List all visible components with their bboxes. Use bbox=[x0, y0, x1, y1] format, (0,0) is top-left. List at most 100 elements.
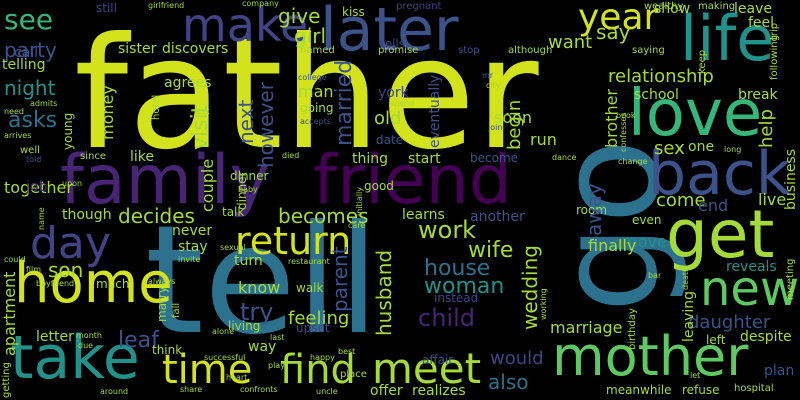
word-successful: successful bbox=[204, 353, 246, 362]
word-finally: finally bbox=[588, 236, 637, 255]
word-sex: sex bbox=[654, 138, 685, 159]
word-job: job bbox=[26, 179, 48, 195]
word-dance: dance bbox=[552, 153, 577, 162]
word-apartment: apartment bbox=[0, 271, 19, 356]
word-meanwhile: meanwhile bbox=[606, 383, 672, 397]
word-place: place bbox=[340, 369, 367, 380]
word-book: book bbox=[616, 111, 636, 120]
word-home: home bbox=[14, 251, 173, 316]
word-dinner: dinner bbox=[230, 169, 269, 183]
word-month: month bbox=[76, 331, 102, 340]
word-mother: mother bbox=[552, 325, 749, 388]
word-birthday: birthday bbox=[627, 308, 638, 350]
word-marriage: marriage bbox=[550, 318, 623, 337]
word-could: could bbox=[4, 255, 26, 264]
word-ask: ask bbox=[196, 107, 210, 116]
word-husband: husband bbox=[372, 249, 396, 336]
word-since: since bbox=[80, 151, 106, 162]
word-brother: brother bbox=[602, 88, 621, 148]
word-due: due bbox=[78, 341, 94, 350]
word-share: share bbox=[180, 385, 203, 394]
word-restaurant: restaurant bbox=[288, 257, 330, 266]
word-arrives: arrives bbox=[4, 131, 32, 140]
word-told: told bbox=[26, 155, 42, 164]
word-upset: upset bbox=[296, 321, 330, 335]
word-thing: thing bbox=[352, 151, 389, 167]
word-left: left bbox=[706, 333, 726, 347]
word-although: although bbox=[508, 45, 553, 56]
word-well: well bbox=[20, 145, 40, 156]
word-woman: woman bbox=[424, 274, 505, 299]
word-leaf: leaf bbox=[118, 328, 159, 353]
word-give: give bbox=[278, 4, 321, 28]
word-alone: alone bbox=[212, 327, 235, 336]
word-meeting: meeting bbox=[785, 258, 796, 300]
word-baby: baby bbox=[238, 185, 258, 194]
word-never: never bbox=[172, 223, 213, 239]
word-year: year bbox=[578, 0, 659, 38]
word-sexual: sexual bbox=[220, 243, 246, 252]
word-even: even bbox=[632, 213, 662, 227]
word-young: young bbox=[61, 112, 75, 150]
word-wedding: wedding bbox=[518, 245, 542, 330]
word-living: living bbox=[228, 319, 261, 333]
word-death: death bbox=[681, 266, 690, 290]
word-hospital: hospital bbox=[734, 383, 774, 394]
word-city: city bbox=[486, 81, 501, 90]
word-find: find bbox=[280, 347, 356, 393]
word-decides: decides bbox=[118, 204, 195, 228]
word-always: always bbox=[148, 277, 176, 286]
word-father: father bbox=[74, 5, 539, 184]
word-live: live bbox=[758, 190, 787, 209]
word-still: still bbox=[96, 1, 117, 15]
word-old: old bbox=[374, 108, 402, 129]
word-confronts: confronts bbox=[240, 385, 278, 394]
word-around: around bbox=[100, 387, 129, 396]
word-leave: leave bbox=[734, 1, 772, 17]
word-going: going bbox=[300, 101, 334, 115]
word-soon: soon bbox=[494, 108, 533, 127]
word-sister: sister bbox=[118, 41, 157, 57]
word-tell: tell bbox=[145, 194, 380, 368]
word-meet: meet bbox=[372, 344, 482, 393]
word-died: died bbox=[282, 151, 300, 160]
word-visit: visit bbox=[188, 104, 213, 150]
word-back: back bbox=[648, 139, 791, 209]
word-say: say bbox=[596, 20, 631, 44]
word-begin: begin bbox=[504, 99, 525, 150]
word-move: move bbox=[622, 232, 667, 251]
word-named: named bbox=[300, 45, 335, 56]
word-way: way bbox=[248, 339, 277, 355]
word-discovers: discovers bbox=[162, 41, 229, 57]
word-mr: mr bbox=[482, 71, 494, 80]
word-would: would bbox=[490, 348, 544, 369]
word-return: return bbox=[235, 219, 352, 263]
word-heart: heart bbox=[226, 373, 248, 382]
word-man: man bbox=[298, 82, 334, 101]
word-fall: fall bbox=[171, 302, 182, 318]
word-instead: instead bbox=[434, 291, 479, 305]
word-upon: upon bbox=[62, 179, 83, 188]
word-affair: affair bbox=[422, 353, 454, 367]
word-good: good bbox=[364, 179, 394, 193]
word-plan: plan bbox=[764, 363, 795, 379]
word-friend: friend bbox=[313, 141, 512, 220]
word-college: college bbox=[298, 73, 327, 82]
word-night: night bbox=[4, 76, 56, 100]
word-invite: invite bbox=[178, 255, 201, 264]
word-bar: bar bbox=[648, 271, 662, 280]
word-try: try bbox=[240, 298, 274, 326]
word-son: son bbox=[48, 258, 84, 282]
word-next: next bbox=[234, 99, 258, 144]
word-telling: telling bbox=[2, 57, 46, 73]
word-offer: offer bbox=[370, 383, 403, 399]
word-care: care bbox=[348, 221, 366, 230]
word-think: think bbox=[152, 343, 183, 357]
word-money: money bbox=[98, 85, 117, 140]
word-keep: keep bbox=[697, 49, 708, 74]
word-boyfriend: boyfriend bbox=[36, 279, 75, 288]
word-working: working bbox=[539, 288, 548, 320]
word-parent: parent bbox=[328, 246, 352, 312]
word-name: name bbox=[37, 207, 46, 230]
word-film: film bbox=[26, 265, 42, 274]
